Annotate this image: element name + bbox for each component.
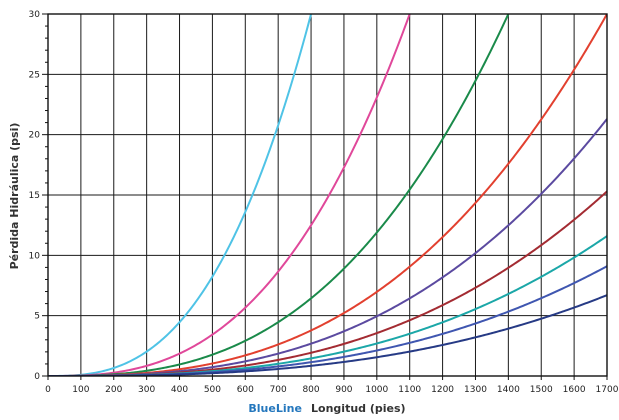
y-axis-title: Pérdida Hidráulica (psi) <box>8 123 21 270</box>
x-tick-label: 1000 <box>365 385 388 395</box>
x-tick-label: 1600 <box>563 385 586 395</box>
x-tick-label: 600 <box>237 385 254 395</box>
x-tick-label: 700 <box>270 385 287 395</box>
x-axis-title-brand: BlueLine <box>248 402 302 415</box>
x-tick-label: 300 <box>138 385 155 395</box>
x-axis-title-text: Longitud (pies) <box>311 402 406 415</box>
x-tick-label: 800 <box>302 385 319 395</box>
x-tick-label: 100 <box>72 385 89 395</box>
x-tick-label: 500 <box>204 385 221 395</box>
x-tick-label: 200 <box>105 385 122 395</box>
y-tick-label: 5 <box>34 312 40 322</box>
x-tick-label: 1300 <box>464 385 487 395</box>
x-tick-label: 900 <box>335 385 352 395</box>
y-tick-label: 15 <box>29 191 40 201</box>
x-tick-label: 1400 <box>497 385 520 395</box>
x-tick-label: 1100 <box>398 385 421 395</box>
y-tick-label: 20 <box>29 131 41 141</box>
x-tick-label: 0 <box>45 385 51 395</box>
x-tick-label: 400 <box>171 385 188 395</box>
series-line-1 <box>48 14 313 376</box>
y-tick-label: 0 <box>34 372 40 382</box>
series-lines <box>48 14 607 376</box>
x-tick-label: 1200 <box>431 385 454 395</box>
x-axis-title: BlueLine Longitud (pies) <box>248 397 405 416</box>
x-tick-label: 1700 <box>596 385 619 395</box>
y-tick-label: 30 <box>29 10 41 20</box>
x-tick-labels: 0 100 200 300 400 500 600 700 800 900 1000 1100 1200… <box>45 385 619 395</box>
series-line-3 <box>48 14 510 376</box>
y-tick-label: 10 <box>29 251 41 261</box>
series-line-2 <box>48 14 411 376</box>
y-tick-label: 25 <box>29 70 40 80</box>
plot-frame <box>42 13 608 380</box>
series-line-5 <box>48 118 607 376</box>
series-line-9 <box>48 294 607 376</box>
y-tick-labels: 0 5 10 15 20 25 30 <box>29 10 41 382</box>
x-tick-label: 1500 <box>530 385 553 395</box>
